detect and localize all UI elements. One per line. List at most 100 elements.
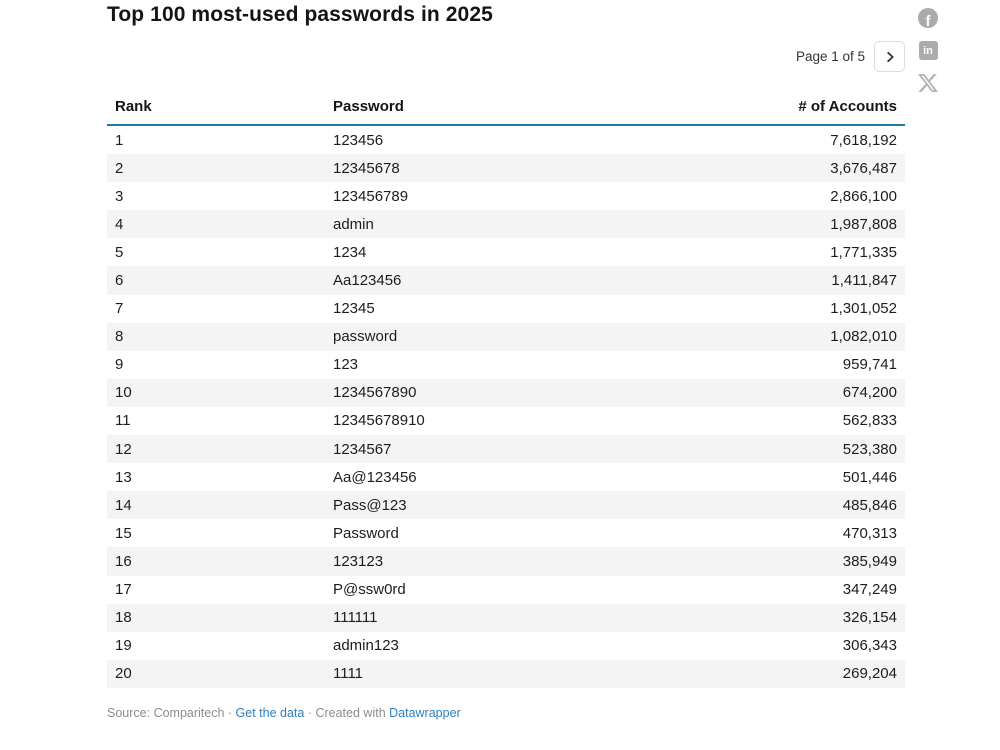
rank-cell: 20 (115, 665, 132, 683)
rank-cell: 16 (115, 552, 132, 570)
rank-cell: 2 (115, 159, 124, 177)
rank-cell: 3 (115, 187, 124, 205)
password-cell: 123456 (333, 131, 384, 149)
table-body: 1 123456 7,618,192 2 12345678 3,676,487 3 12345… (107, 125, 905, 688)
table-row: 20 1111 269,204 (107, 659, 905, 688)
column-header-password: Password (325, 92, 675, 126)
datawrapper-link[interactable]: Datawrapper (389, 706, 461, 720)
password-cell: admin (333, 215, 374, 233)
accounts-cell: 470,313 (842, 524, 897, 542)
data-table: Rank Password # of Accounts 1 123456 7,618… (107, 92, 905, 688)
accounts-cell: 501,446 (842, 468, 897, 486)
accounts-cell: 523,380 (842, 440, 897, 458)
rank-cell: 4 (115, 215, 124, 233)
accounts-cell: 2,866,100 (830, 187, 897, 205)
accounts-cell: 306,343 (842, 637, 897, 655)
separator-dot: · (224, 706, 236, 720)
linkedin-glyph: in (923, 44, 933, 57)
accounts-cell: 1,987,808 (830, 215, 897, 233)
table-row: 13 Aa@123456 501,446 (107, 463, 905, 491)
page-title: Top 100 most-used passwords in 2025 (107, 3, 493, 26)
footer-attribution: Source: Comparitech · Get the data · Cre… (107, 705, 461, 722)
accounts-cell: 562,833 (842, 412, 897, 430)
rank-cell: 5 (115, 243, 124, 261)
column-header-accounts: # of Accounts (675, 92, 905, 126)
password-cell: 1234 (333, 243, 367, 261)
password-cell: 1234567890 (333, 384, 417, 402)
page-indicator: Page 1 of 5 (795, 49, 865, 64)
password-cell: 123456789 (333, 187, 409, 205)
rank-cell: 10 (115, 384, 132, 402)
accounts-cell: 485,846 (842, 496, 897, 514)
rank-cell: 12 (115, 440, 132, 458)
linkedin-share-icon[interactable]: in (918, 41, 938, 60)
accounts-cell: 269,204 (842, 665, 897, 683)
accounts-cell: 1,411,847 (831, 272, 897, 290)
rank-cell: 8 (115, 328, 124, 346)
rank-cell: 14 (115, 496, 132, 514)
pagination: Page 1 of 5 (796, 41, 905, 72)
password-cell: 12345678 (333, 159, 400, 177)
rank-cell: 9 (115, 356, 124, 374)
x-share-icon[interactable] (918, 73, 938, 93)
password-cell: 12345678910 (333, 412, 425, 430)
accounts-cell: 385,949 (842, 552, 897, 570)
accounts-cell: 326,154 (842, 609, 897, 627)
password-cell: 123123 (333, 552, 384, 570)
table-row: 8 password 1,082,010 (107, 322, 905, 351)
rank-cell: 7 (115, 300, 124, 318)
password-cell: Aa123456 (333, 272, 402, 290)
password-cell: 123 (333, 356, 359, 374)
password-cell: P@ssw0rd (333, 581, 406, 599)
table-row: 7 12345 1,301,052 (107, 295, 905, 323)
password-cell: 12345 (333, 300, 375, 318)
rank-cell: 1 (115, 131, 124, 149)
accounts-cell: 1,301,052 (830, 300, 897, 318)
table-row: 3 123456789 2,866,100 (107, 182, 905, 210)
password-cell: Aa@123456 (333, 468, 417, 486)
rank-cell: 18 (115, 609, 132, 627)
table-header: Rank Password # of Accounts (107, 92, 905, 126)
chevron-right-icon (886, 51, 894, 62)
table-row: 18 111111 326,154 (107, 603, 905, 632)
password-cell: Pass@123 (333, 496, 407, 514)
get-the-data-link[interactable]: Get the data (235, 706, 305, 720)
table-row: 4 admin 1,987,808 (107, 210, 905, 239)
separator-dot: · (304, 706, 316, 720)
table-row: 9 123 959,741 (107, 351, 905, 379)
table-row: 11 12345678910 562,833 (107, 407, 905, 435)
table-row: 10 1234567890 674,200 (107, 378, 905, 407)
accounts-cell: 7,618,192 (830, 131, 897, 149)
rank-cell: 11 (115, 412, 131, 430)
facebook-glyph: f (925, 12, 931, 29)
rank-cell: 6 (115, 272, 124, 290)
accounts-cell: 1,082,010 (830, 328, 897, 346)
accounts-cell: 1,771,335 (830, 243, 897, 261)
accounts-cell: 3,676,487 (830, 159, 897, 177)
facebook-share-icon[interactable]: f (918, 8, 938, 28)
password-cell: 111111 (333, 609, 378, 627)
rank-cell: 17 (115, 581, 132, 599)
table-row: 19 admin123 306,343 (107, 632, 905, 660)
table-row: 5 1234 1,771,335 (107, 238, 905, 266)
rank-cell: 13 (115, 468, 132, 486)
created-with-label: Created with (315, 706, 390, 720)
password-cell: 1234567 (333, 440, 392, 458)
next-page-button[interactable] (874, 41, 905, 72)
password-cell: 1111 (333, 665, 364, 683)
password-cell: Password (333, 524, 399, 542)
table-row: 6 Aa123456 1,411,847 (107, 266, 905, 295)
x-logo-icon (918, 73, 938, 93)
table-row: 2 12345678 3,676,487 (107, 154, 905, 183)
password-cell: admin123 (333, 637, 399, 655)
share-toolbar: f in (918, 8, 938, 93)
accounts-cell: 674,200 (842, 384, 897, 402)
password-cell: password (333, 328, 398, 346)
table-row: 17 P@ssw0rd 347,249 (107, 576, 905, 604)
table-row: 1 123456 7,618,192 (107, 125, 905, 154)
table-row: 15 Password 470,313 (107, 519, 905, 547)
rank-cell: 19 (115, 637, 132, 655)
table-row: 12 1234567 523,380 (107, 435, 905, 464)
column-header-rank: Rank (107, 92, 325, 126)
